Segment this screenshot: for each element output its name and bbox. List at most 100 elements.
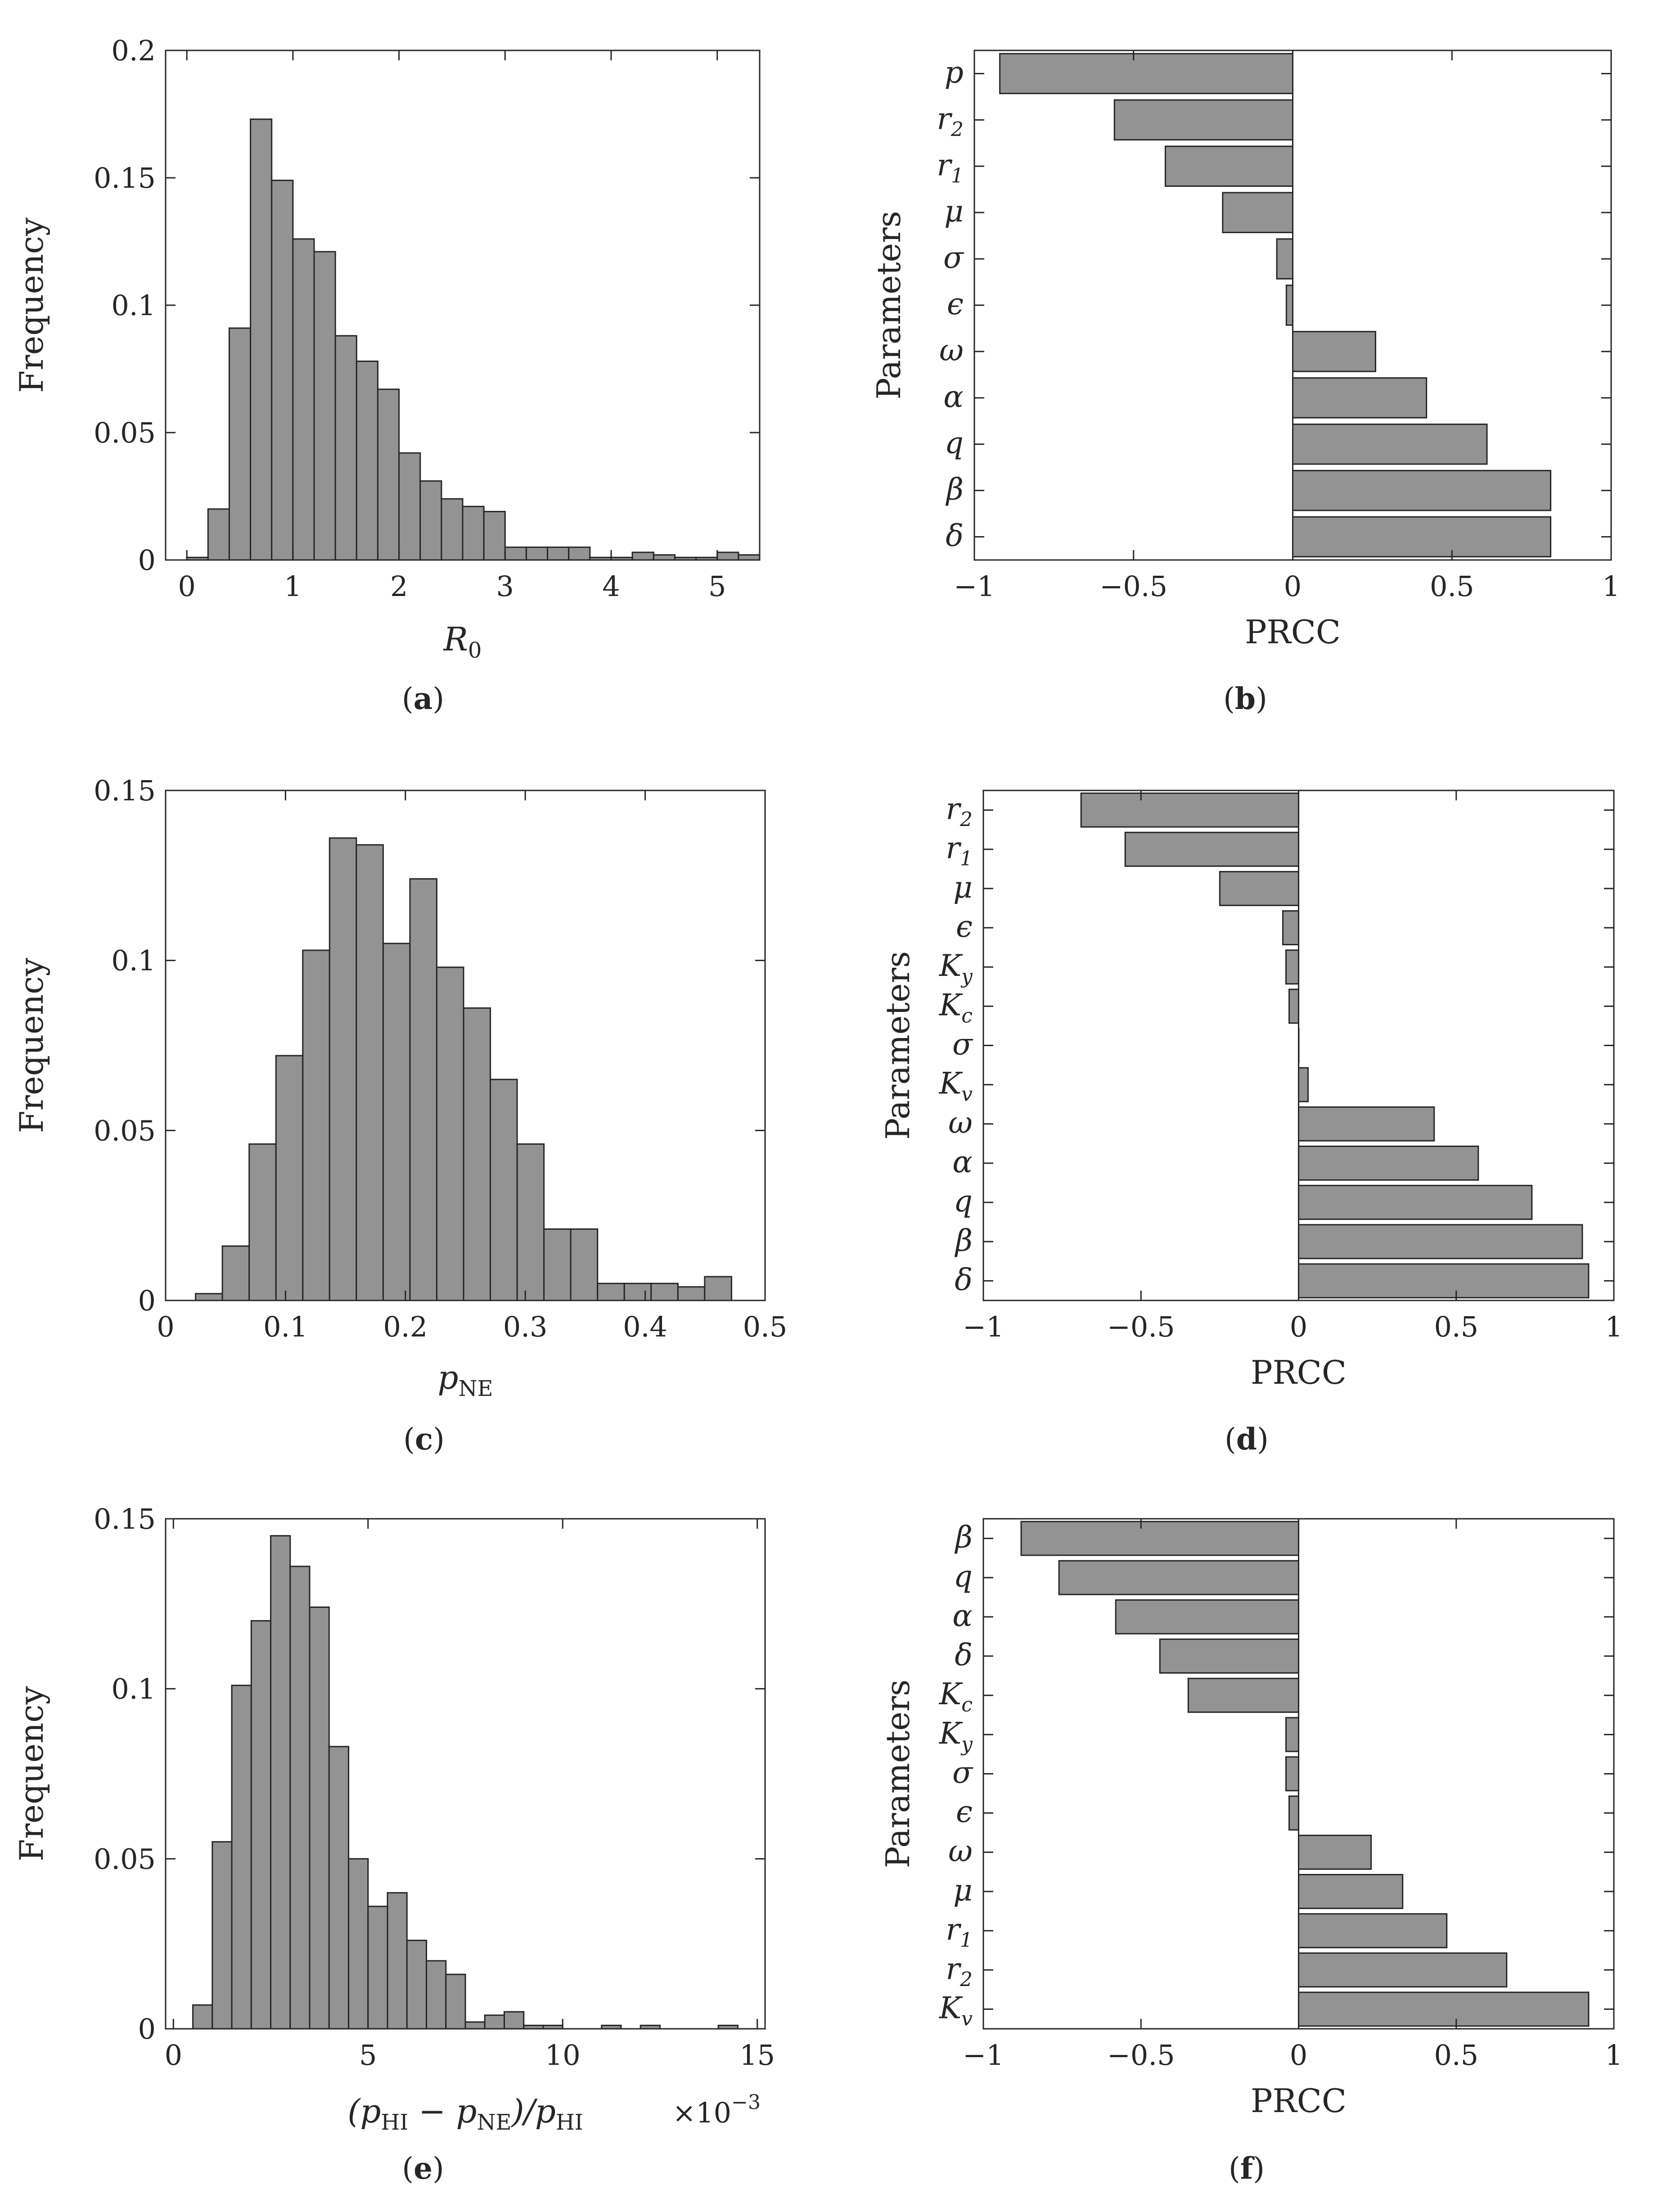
axes-frame bbox=[165, 1518, 766, 2030]
y-axis-label: Parameters bbox=[879, 951, 917, 1140]
prcc-bar bbox=[1298, 1145, 1479, 1181]
y-axis-label: Frequency bbox=[13, 217, 50, 393]
parameter-label: ϵ bbox=[947, 287, 964, 321]
x-tick-label: 10 bbox=[545, 2039, 581, 2072]
parameter-label: q bbox=[954, 1559, 973, 1594]
parameter-label: α bbox=[952, 1598, 973, 1633]
prcc-bar bbox=[1159, 1639, 1300, 1674]
panel-e: 0 5 10 15 0 0.05 0.1 0.15 Frequency (pHI − pNE)/p… bbox=[13, 1503, 775, 2186]
prcc-bar bbox=[1298, 1991, 1590, 2027]
histogram-bar bbox=[568, 546, 591, 561]
parameter-label: ω bbox=[948, 1106, 973, 1140]
x-tick-label: 0 bbox=[1290, 1310, 1307, 1343]
prcc-bar bbox=[1298, 1913, 1448, 1949]
y-tick-label: 0.15 bbox=[94, 162, 156, 194]
y-tick-label: 0.05 bbox=[94, 1842, 156, 1875]
histogram-bar bbox=[503, 2011, 525, 2030]
x-tick-label: −1 bbox=[954, 570, 995, 603]
panel-caption: (d) bbox=[1225, 1422, 1269, 1457]
prcc-bar bbox=[1219, 871, 1299, 906]
x-axis-multiplier: ×10−3 bbox=[672, 2091, 761, 2129]
prcc-bar bbox=[1298, 1873, 1404, 1909]
x-tick-label: −0.5 bbox=[1107, 1310, 1175, 1343]
histogram-bar bbox=[192, 2004, 213, 2030]
y-axis-label: Parameters bbox=[870, 211, 908, 399]
histogram-bar bbox=[212, 1841, 233, 2030]
prcc-bar bbox=[1020, 1521, 1300, 1556]
x-tick-label: −1 bbox=[963, 1310, 1004, 1343]
x-tick-label: 5 bbox=[359, 2039, 377, 2072]
parameter-label: μ bbox=[953, 870, 973, 905]
prcc-bar bbox=[1165, 145, 1293, 187]
prcc-bar bbox=[1187, 1678, 1299, 1713]
prcc-bar bbox=[1124, 831, 1300, 867]
panel-caption: (a) bbox=[402, 681, 444, 716]
histogram-bar bbox=[445, 1973, 466, 2030]
prcc-bar bbox=[1298, 1185, 1533, 1220]
histogram-bar bbox=[367, 1905, 388, 2030]
parameter-label: q bbox=[954, 1184, 973, 1219]
parameter-label: β bbox=[954, 1520, 973, 1555]
histogram-bar bbox=[504, 546, 527, 561]
parameter-label: ω bbox=[939, 333, 964, 368]
parameter-label: Ky bbox=[939, 1716, 973, 1756]
histogram-bar bbox=[275, 1055, 304, 1301]
prcc-bar bbox=[1285, 284, 1294, 326]
prcc-bar bbox=[1292, 331, 1376, 372]
parameter-label: μ bbox=[944, 194, 964, 229]
histogram-bar bbox=[738, 554, 761, 561]
parameter-label: Ky bbox=[939, 948, 973, 988]
histogram-bar bbox=[228, 327, 252, 561]
histogram-bar bbox=[484, 2014, 505, 2030]
prcc-bar bbox=[1285, 1756, 1299, 1792]
prcc-bar bbox=[1222, 192, 1294, 233]
parameter-label: σ bbox=[943, 240, 964, 275]
histogram-bar bbox=[462, 506, 485, 561]
y-tick-label: 0.05 bbox=[94, 1114, 156, 1147]
prcc-bar bbox=[1298, 1106, 1435, 1142]
histogram-bar bbox=[631, 551, 654, 561]
histogram-bar bbox=[334, 335, 357, 561]
histogram-bar bbox=[570, 1228, 599, 1301]
histogram-bar bbox=[525, 546, 549, 561]
histogram-bar bbox=[250, 118, 273, 561]
parameter-label: μ bbox=[953, 1873, 973, 1908]
parameter-label: α bbox=[952, 1145, 973, 1179]
x-tick-label: 0.1 bbox=[263, 1310, 308, 1343]
histogram-bar bbox=[387, 1892, 408, 2030]
x-tick-label: 5 bbox=[708, 570, 726, 603]
histogram-bar bbox=[356, 844, 384, 1301]
prcc-bar bbox=[1288, 989, 1300, 1024]
histogram-bar bbox=[292, 238, 315, 561]
panel-caption: (b) bbox=[1223, 681, 1267, 716]
x-tick-label: 0.5 bbox=[1434, 1310, 1478, 1343]
x-tick-label: 1 bbox=[1602, 570, 1620, 603]
x-tick-label: 0.2 bbox=[383, 1310, 428, 1343]
histogram-bar bbox=[250, 1620, 272, 2030]
parameter-label: p bbox=[945, 55, 964, 90]
parameter-label: q bbox=[945, 426, 964, 460]
x-tick-label: 3 bbox=[496, 570, 514, 603]
histogram-bar bbox=[377, 388, 400, 561]
x-tick-label: 4 bbox=[602, 570, 620, 603]
histogram-bar bbox=[716, 551, 739, 561]
histogram-bar bbox=[270, 1535, 291, 2030]
x-axis-label: PRCC bbox=[1251, 1354, 1347, 1391]
prcc-bar bbox=[1282, 910, 1300, 946]
x-axis-label: (pHI − pNE)/pHI bbox=[347, 2092, 583, 2135]
parameter-label: α bbox=[943, 379, 964, 414]
prcc-bar bbox=[1292, 423, 1488, 465]
y-tick-label: 0.05 bbox=[94, 416, 156, 449]
x-tick-label: 0.5 bbox=[1430, 570, 1474, 603]
x-tick-label: 0 bbox=[157, 1310, 174, 1343]
prcc-bar bbox=[1115, 1599, 1299, 1634]
x-axis-label: pNE bbox=[437, 1359, 493, 1401]
histogram-bar bbox=[302, 949, 330, 1301]
x-tick-label: −0.5 bbox=[1107, 2039, 1175, 2072]
prcc-bar bbox=[1298, 1067, 1309, 1102]
x-tick-label: 2 bbox=[390, 570, 408, 603]
histogram-bar bbox=[441, 498, 464, 561]
histogram-bar bbox=[221, 1245, 250, 1301]
histogram-bar bbox=[328, 1746, 350, 2030]
